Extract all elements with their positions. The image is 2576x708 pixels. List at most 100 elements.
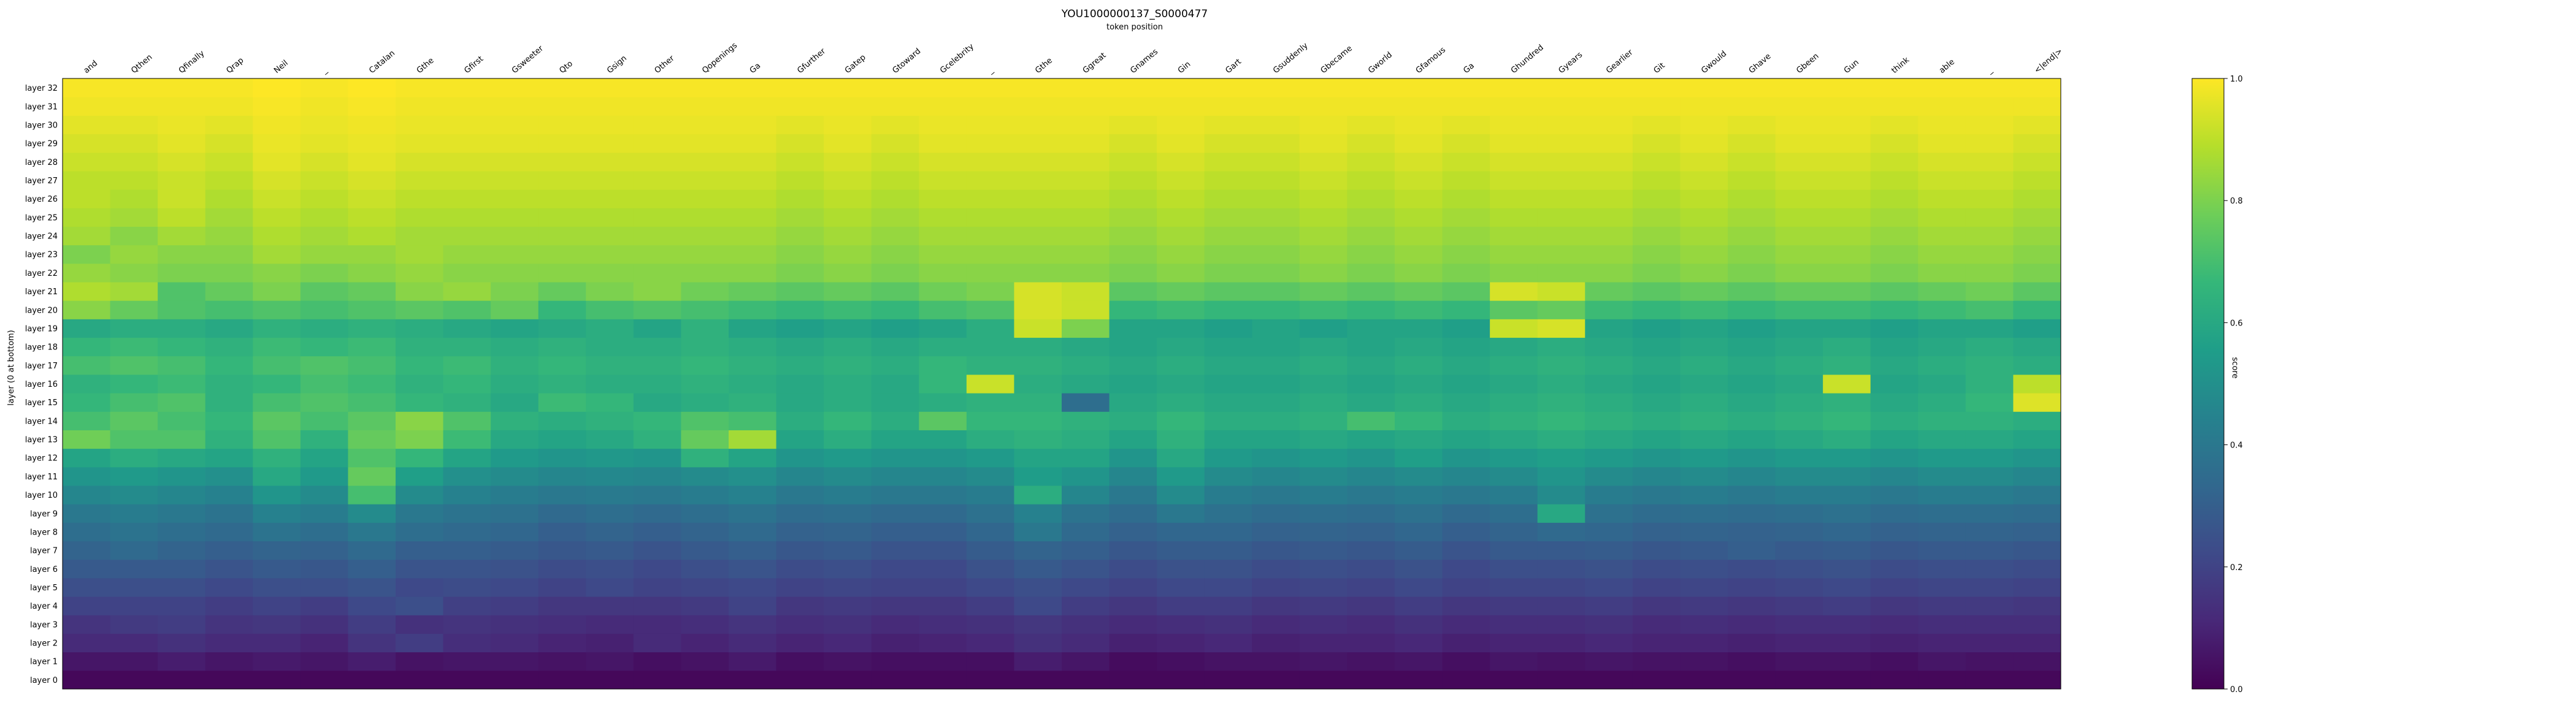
- heatmap-cell: [300, 115, 348, 135]
- heatmap-cell: [824, 577, 872, 597]
- heatmap-cell: [491, 670, 539, 690]
- heatmap-cell: [1775, 504, 1823, 523]
- heatmap-cell: [110, 466, 158, 486]
- x-tick-label: Gun: [1842, 58, 1861, 75]
- heatmap-cell: [538, 522, 586, 542]
- heatmap-cell: [491, 337, 539, 357]
- heatmap-cell: [1585, 152, 1633, 172]
- heatmap-cell: [776, 374, 824, 394]
- x-tick-label: and: [82, 59, 99, 75]
- heatmap-cell: [1442, 78, 1490, 97]
- heatmap-cell: [1870, 633, 1919, 653]
- heatmap-cell: [348, 300, 396, 319]
- heatmap-cell: [919, 411, 967, 430]
- heatmap-cell: [63, 448, 111, 468]
- heatmap-cell: [1585, 263, 1633, 283]
- heatmap-cell: [1014, 670, 1062, 690]
- heatmap-cell: [110, 337, 158, 357]
- heatmap-cell: [1299, 670, 1347, 690]
- heatmap-cell: [396, 263, 444, 283]
- heatmap-cell: [63, 393, 111, 412]
- heatmap-cell: [1014, 319, 1062, 338]
- heatmap-cell: [443, 152, 491, 172]
- heatmap-cell: [443, 134, 491, 153]
- heatmap-cell: [1537, 245, 1585, 264]
- heatmap-cell: [491, 263, 539, 283]
- x-tick-label: Gsign: [605, 54, 629, 75]
- heatmap-cell: [919, 559, 967, 579]
- heatmap-cell: [205, 559, 253, 579]
- heatmap-cell: [1965, 466, 2014, 486]
- heatmap-cell: [491, 245, 539, 264]
- heatmap-cell: [1918, 485, 1966, 504]
- heatmap-cell: [158, 522, 206, 542]
- heatmap-cell: [1395, 670, 1443, 690]
- heatmap-cell: [1537, 522, 1585, 542]
- heatmap-cell: [1252, 504, 1300, 523]
- heatmap-cell: [300, 411, 348, 430]
- heatmap-cell: [1870, 208, 1919, 227]
- heatmap-cell: [586, 134, 634, 153]
- heatmap-cell: [443, 466, 491, 486]
- heatmap-cell: [348, 282, 396, 301]
- heatmap-cell: [2013, 134, 2061, 153]
- y-tick-label: layer 0: [30, 676, 58, 685]
- x-tick-label: Gbecame: [1319, 44, 1354, 75]
- heatmap-cell: [1585, 485, 1633, 504]
- heatmap-cell: [253, 282, 301, 301]
- heatmap-cell: [1823, 245, 1871, 264]
- heatmap-cell: [1775, 411, 1823, 430]
- heatmap-cell: [1775, 633, 1823, 653]
- heatmap-cell: [681, 430, 729, 449]
- heatmap-cell: [1395, 97, 1443, 116]
- x-tick-label: Gfamous: [1414, 45, 1447, 75]
- heatmap-cell: [1585, 596, 1633, 615]
- heatmap-cell: [1870, 411, 1919, 430]
- heatmap-cell: [1870, 97, 1919, 116]
- heatmap-cell: [919, 245, 967, 264]
- heatmap-cell: [1395, 652, 1443, 671]
- heatmap-cell: [205, 485, 253, 504]
- heatmap-cell: [1728, 263, 1776, 283]
- heatmap-cell: [1395, 134, 1443, 153]
- heatmap-cell: [1442, 393, 1490, 412]
- heatmap-cell: [1585, 670, 1633, 690]
- heatmap-cell: [300, 189, 348, 208]
- heatmap-cell: [776, 226, 824, 246]
- heatmap-cell: [63, 115, 111, 135]
- heatmap-cell: [1823, 485, 1871, 504]
- heatmap-cell: [824, 115, 872, 135]
- heatmap-cell: [396, 208, 444, 227]
- heatmap-cell: [1109, 430, 1157, 449]
- heatmap-cell: [1109, 170, 1157, 190]
- x-tick-label: able: [1938, 58, 1957, 75]
- heatmap-cell: [1109, 115, 1157, 135]
- heatmap-cell: [776, 430, 824, 449]
- heatmap-cell: [300, 559, 348, 579]
- heatmap-cell: [1347, 78, 1395, 97]
- heatmap-cell: [1347, 596, 1395, 615]
- heatmap-cell: [871, 78, 919, 97]
- heatmap-cell: [1395, 300, 1443, 319]
- heatmap-cell: [348, 411, 396, 430]
- heatmap-cell: [1062, 170, 1110, 190]
- heatmap-cell: [1157, 226, 1205, 246]
- heatmap-cell: [1918, 577, 1966, 597]
- heatmap-cell: [1014, 245, 1062, 264]
- heatmap-cell: [348, 596, 396, 615]
- heatmap-cell: [63, 485, 111, 504]
- heatmap-cell: [1109, 504, 1157, 523]
- heatmap-cell: [824, 596, 872, 615]
- heatmap-cell: [1204, 300, 1252, 319]
- heatmap-cell: [253, 559, 301, 579]
- heatmap-cell: [871, 393, 919, 412]
- heatmap-cell: [538, 374, 586, 394]
- heatmap-cell: [1728, 559, 1776, 579]
- heatmap-cell: [491, 374, 539, 394]
- heatmap-cell: [1870, 152, 1919, 172]
- heatmap-cell: [1918, 615, 1966, 634]
- heatmap-cell: [253, 522, 301, 542]
- heatmap-cell: [443, 448, 491, 468]
- heatmap-cell: [396, 374, 444, 394]
- heatmap-cell: [966, 504, 1014, 523]
